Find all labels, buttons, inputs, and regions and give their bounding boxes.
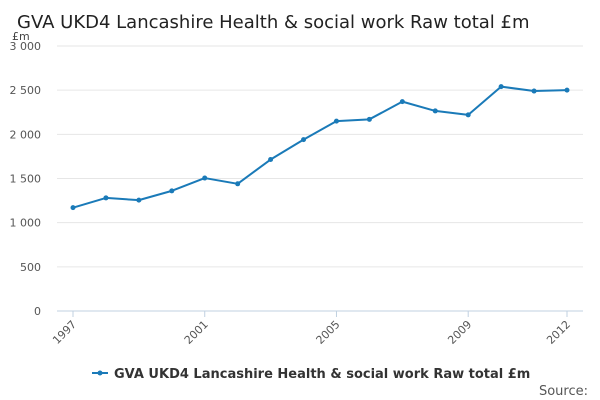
y-axis-ticks: 0 500 1 000 1 500 2 000 2 500 3 000 <box>10 40 42 318</box>
y-tick-label: 3 000 <box>10 40 42 53</box>
data-point[interactable] <box>465 112 471 118</box>
y-tick-label: 500 <box>20 261 41 274</box>
data-point[interactable] <box>498 84 504 90</box>
data-point[interactable] <box>136 197 142 203</box>
legend-marker <box>97 370 103 376</box>
legend-label: GVA UKD4 Lancashire Health & social work… <box>114 367 530 382</box>
series-layer <box>70 84 570 211</box>
x-tick-label: 2001 <box>182 318 211 347</box>
y-tick-label: 2 000 <box>10 128 42 141</box>
data-point[interactable] <box>169 188 175 194</box>
y-tick-label: 1 000 <box>10 217 42 230</box>
chart-title: GVA UKD4 Lancashire Health & social work… <box>17 12 530 33</box>
data-point[interactable] <box>366 116 372 122</box>
data-point[interactable] <box>399 99 405 105</box>
data-point[interactable] <box>432 108 438 114</box>
series-line <box>72 85 568 209</box>
y-tick-label: 1 500 <box>10 173 42 186</box>
data-point[interactable] <box>333 118 339 124</box>
gridlines <box>57 45 583 312</box>
x-tick-label: 1997 <box>50 318 79 347</box>
y-tick-label: 2 500 <box>10 84 42 97</box>
data-point[interactable] <box>564 87 570 93</box>
x-tick-label: 2005 <box>314 318 343 347</box>
legend[interactable]: GVA UKD4 Lancashire Health & social work… <box>92 367 530 382</box>
y-unit-label: £m <box>12 30 30 43</box>
data-point[interactable] <box>202 175 208 181</box>
data-point[interactable] <box>268 157 274 163</box>
data-point[interactable] <box>103 195 109 201</box>
x-tick-label: 2009 <box>445 318 474 347</box>
data-point[interactable] <box>235 181 241 187</box>
y-tick-label: 0 <box>34 305 41 318</box>
data-point[interactable] <box>531 88 537 94</box>
source-label: Source: <box>539 384 588 399</box>
data-point[interactable] <box>301 137 307 143</box>
data-point[interactable] <box>70 205 76 211</box>
x-tick-label: 2012 <box>544 318 573 347</box>
x-axis-ticks: 1997 2001 2005 2009 2012 <box>50 311 573 347</box>
